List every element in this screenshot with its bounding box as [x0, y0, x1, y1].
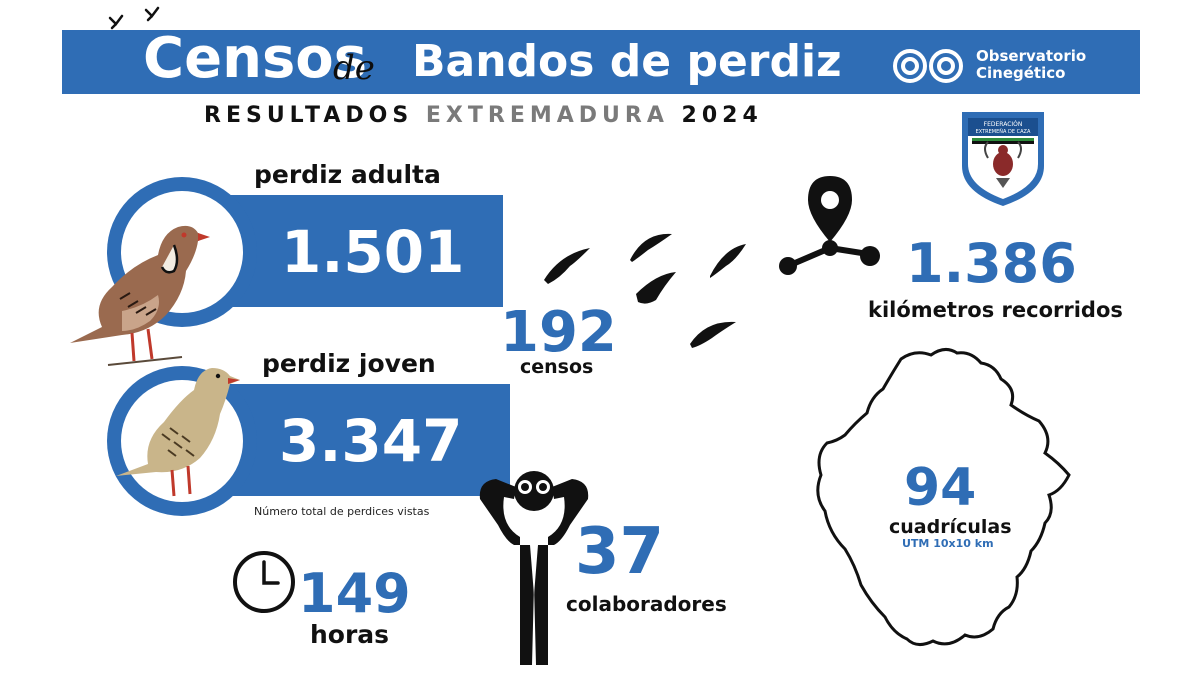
grids-sublabel: UTM 10x10 km: [902, 537, 994, 550]
logo-line-1: Observatorio: [976, 47, 1087, 65]
censos-count: 192: [500, 300, 617, 365]
censos-label: censos: [520, 356, 594, 378]
hours-label: horas: [310, 620, 390, 649]
subtitle-year: 2024: [681, 103, 763, 128]
collaborators-label: colaboradores: [566, 592, 727, 616]
logo-line-2: Cinegético: [976, 64, 1066, 82]
title-bandos-de-perdiz: Bandos de perdiz: [412, 36, 842, 87]
title-de: de: [333, 48, 375, 88]
young-label: perdiz joven: [262, 349, 436, 378]
partridge-adult-icon: [70, 225, 210, 366]
adult-label: perdiz adulta: [254, 160, 441, 189]
collaborators-count: 37: [575, 515, 665, 589]
map-pin-route-icon: [779, 176, 880, 275]
total-note: Número total de perdices vistas: [254, 505, 430, 518]
observatorio-logo-icon: [893, 49, 963, 83]
extremadura-map-icon: [816, 348, 1071, 646]
subtitle: RESULTADOS EXTREMADURA 2024: [204, 103, 763, 128]
young-count: 3.347: [279, 407, 463, 475]
km-label: kilómetros recorridos: [868, 298, 1123, 322]
subtitle-resultados: RESULTADOS: [204, 103, 414, 128]
partridge-young-icon: [116, 368, 240, 497]
clock-icon: [233, 551, 295, 613]
subtitle-region: EXTREMADURA: [425, 103, 669, 128]
observatorio-logo-text: Observatorio Cinegético: [976, 48, 1086, 82]
km-count: 1.386: [906, 232, 1077, 295]
adult-count: 1.501: [281, 218, 465, 286]
shield-text-1: FEDERACIÓN: [984, 121, 1023, 128]
person-binoculars-icon: [479, 471, 589, 665]
grids-label: cuadrículas: [889, 516, 1012, 538]
hours-count: 149: [298, 562, 411, 625]
grids-count: 94: [904, 458, 977, 518]
title-censos: Censos: [143, 26, 368, 91]
shield-text-2: EXTREMEÑA DE CAZA: [976, 128, 1031, 135]
federation-shield-icon: FEDERACIÓN EXTREMEÑA DE CAZA: [962, 112, 1044, 206]
flying-birds-icon: [544, 233, 746, 348]
